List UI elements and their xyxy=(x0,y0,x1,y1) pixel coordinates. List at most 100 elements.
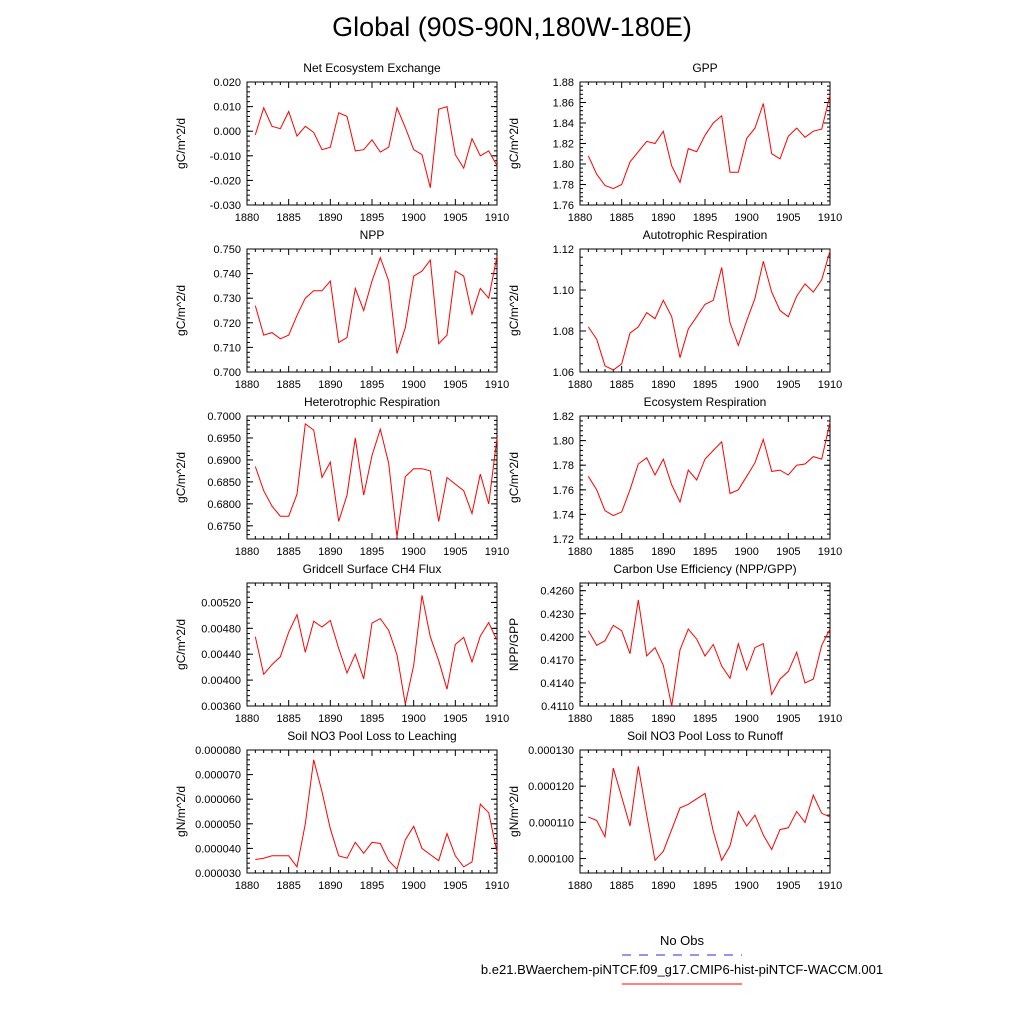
chart-panel: Net Ecosystem Exchange gC/m^2/d 1880 1885 18… xyxy=(174,61,509,224)
x-tick-label: 1905 xyxy=(776,546,800,558)
x-tick-label: 1890 xyxy=(318,713,342,725)
x-tick-label: 1880 xyxy=(568,212,592,224)
x-tick-label: 1900 xyxy=(734,713,758,725)
x-tick-label: 1905 xyxy=(776,212,800,224)
x-tick-label: 1905 xyxy=(443,880,467,892)
x-tick-label: 1890 xyxy=(318,880,342,892)
chart-panel: Heterotrophic Respiration gC/m^2/d 1880 188… xyxy=(174,395,509,558)
x-tick-label: 1900 xyxy=(734,880,758,892)
y-tick-label: 0.710 xyxy=(213,342,241,354)
x-tick-label: 1885 xyxy=(276,713,300,725)
x-tick-label: 1895 xyxy=(360,880,384,892)
y-axis-label: gC/m^2/d xyxy=(174,285,188,336)
series-line xyxy=(254,422,498,537)
x-tick-label: 1900 xyxy=(734,212,758,224)
y-tick-label: 0.000 xyxy=(213,126,241,138)
x-tick-label: 1900 xyxy=(734,379,758,391)
y-tick-label: 0.000060 xyxy=(195,794,241,806)
y-axis-label: gC/m^2/d xyxy=(507,452,521,503)
y-tick-label: 0.4110 xyxy=(541,701,574,713)
legend-obs-label: No Obs xyxy=(659,933,705,948)
page-title: Global (90S-90N,180W-180E) xyxy=(332,12,692,42)
y-axis-label: gC/m^2/d xyxy=(174,452,188,503)
y-tick-label: 0.00400 xyxy=(201,675,241,687)
x-tick-label: 1910 xyxy=(818,212,842,224)
x-tick-label: 1900 xyxy=(401,713,425,725)
y-tick-label: 0.000100 xyxy=(528,854,574,866)
plot-frame xyxy=(579,248,831,373)
y-tick-label: 1.82 xyxy=(553,411,574,423)
y-tick-label: 0.000110 xyxy=(529,817,574,829)
x-tick-label: 1885 xyxy=(609,212,633,224)
x-tick-label: 1905 xyxy=(443,212,467,224)
x-tick-label: 1895 xyxy=(693,379,717,391)
panel-title: Ecosystem Respiration xyxy=(644,395,767,409)
x-tick-label: 1900 xyxy=(401,379,425,391)
plot-frame xyxy=(579,749,831,874)
y-tick-label: 0.4230 xyxy=(540,609,574,621)
panel-title: Heterotrophic Respiration xyxy=(304,395,440,409)
x-tick-label: 1885 xyxy=(276,546,300,558)
plot-frame xyxy=(246,248,498,373)
x-tick-label: 1910 xyxy=(485,379,509,391)
x-tick-label: 1910 xyxy=(485,713,509,725)
chart-panel: Autotrophic Respiration gC/m^2/d 1880 1885 1… xyxy=(507,228,842,391)
y-tick-label: 1.08 xyxy=(553,326,574,338)
y-tick-label: 0.010 xyxy=(213,102,241,114)
x-tick-label: 1890 xyxy=(651,880,675,892)
chart-panel: GPP gC/m^2/d 1880 1885 1890 1895 1900 1905 1910 1… xyxy=(507,61,842,224)
y-tick-label: 1.74 xyxy=(553,509,574,521)
x-tick-label: 1910 xyxy=(818,713,842,725)
series-line xyxy=(254,595,498,705)
y-tick-label: 0.4170 xyxy=(540,655,574,667)
panel-title: Carbon Use Efficiency (NPP/GPP) xyxy=(613,562,796,576)
x-tick-label: 1905 xyxy=(776,880,800,892)
y-tick-label: 0.00480 xyxy=(201,623,241,635)
x-tick-label: 1895 xyxy=(693,212,717,224)
panel-title: Soil NO3 Pool Loss to Leaching xyxy=(287,729,456,743)
y-tick-label: -0.020 xyxy=(210,175,241,187)
y-axis-label: gN/m^2/d xyxy=(507,786,521,837)
y-tick-label: 1.80 xyxy=(553,159,574,171)
y-axis-label: NPP/GPP xyxy=(507,618,521,671)
y-axis-label: gN/m^2/d xyxy=(174,786,188,837)
x-tick-label: 1880 xyxy=(568,713,592,725)
y-tick-label: 1.80 xyxy=(553,436,574,448)
series-line xyxy=(587,422,831,517)
y-tick-label: 1.76 xyxy=(553,200,574,212)
y-tick-label: 1.82 xyxy=(553,139,574,151)
y-axis-label: gC/m^2/d xyxy=(174,118,188,169)
plot-frame xyxy=(246,81,498,206)
y-tick-label: 0.00360 xyxy=(201,701,241,713)
x-tick-label: 1890 xyxy=(651,212,675,224)
x-tick-label: 1885 xyxy=(276,379,300,391)
x-tick-label: 1890 xyxy=(651,546,675,558)
y-tick-label: -0.010 xyxy=(210,151,241,163)
panel-title: GPP xyxy=(692,61,717,75)
y-tick-label: 0.6950 xyxy=(207,433,241,445)
y-tick-label: 1.10 xyxy=(553,285,574,297)
chart-panel: Soil NO3 Pool Loss to Leaching gN/m^2/d 18… xyxy=(174,729,509,892)
x-tick-label: 1895 xyxy=(360,546,384,558)
x-tick-label: 1905 xyxy=(776,713,800,725)
y-tick-label: 0.720 xyxy=(213,318,241,330)
y-tick-label: 1.78 xyxy=(553,460,574,472)
plot-frame xyxy=(579,415,831,540)
x-tick-label: 1895 xyxy=(360,379,384,391)
plot-frame xyxy=(579,582,831,707)
y-tick-label: 0.6900 xyxy=(207,455,241,467)
x-tick-label: 1880 xyxy=(235,880,259,892)
x-tick-label: 1890 xyxy=(318,379,342,391)
x-tick-label: 1895 xyxy=(693,713,717,725)
chart-panel: Carbon Use Efficiency (NPP/GPP) NPP/GPP 18… xyxy=(507,562,842,725)
x-tick-label: 1900 xyxy=(401,880,425,892)
x-tick-label: 1900 xyxy=(734,546,758,558)
series-line xyxy=(587,250,831,371)
x-tick-label: 1910 xyxy=(818,880,842,892)
y-tick-label: 0.4200 xyxy=(540,632,574,644)
x-tick-label: 1910 xyxy=(485,880,509,892)
x-tick-label: 1890 xyxy=(651,379,675,391)
y-tick-label: 0.020 xyxy=(213,77,241,89)
y-tick-label: 0.4260 xyxy=(540,586,574,598)
